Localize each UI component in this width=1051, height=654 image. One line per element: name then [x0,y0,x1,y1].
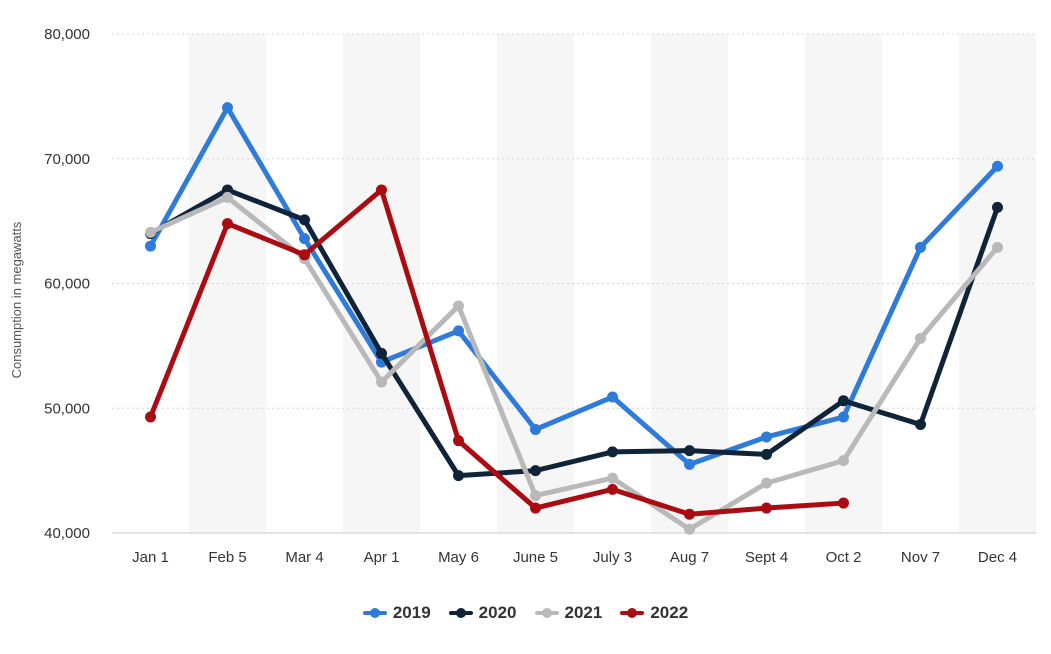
data-point[interactable] [761,431,772,443]
legend-swatch [620,608,645,618]
x-tick-label: July 3 [593,549,632,566]
data-point[interactable] [376,347,387,359]
series-line [148,187,1000,479]
y-tick-label: 70,000 [44,151,90,168]
legend-label: 2019 [392,603,431,622]
legend-swatch [448,608,473,618]
legend-swatch [534,608,559,618]
data-point[interactable] [453,325,464,337]
series-2022 [145,184,849,520]
data-point[interactable] [299,233,310,245]
line-chart: 40,000 50,000 60,000 70,000 80,000 Jan 1 Feb … [9,26,1036,566]
x-tick-label: Nov 7 [901,549,940,566]
y-tick-label: 60,000 [44,276,90,293]
series-lines [145,102,1003,535]
y-tick-label: 50,000 [44,400,90,417]
gridlines [112,33,1036,534]
x-axis-ticks: Jan 1 Feb 5 Mar 4 Apr 1 May 6 June 5 July 3 Aug… [132,549,1017,566]
data-point[interactable] [145,240,156,252]
data-point[interactable] [453,435,464,447]
x-tick-label: Apr 1 [364,549,400,566]
data-point[interactable] [530,423,541,435]
data-point[interactable] [607,446,618,458]
data-point[interactable] [607,391,618,403]
legend-item-2021[interactable]: 2021 [534,603,603,623]
data-point[interactable] [684,458,695,470]
legend-swatch [362,608,387,618]
legend-item-2019[interactable]: 2019 [362,603,431,623]
data-point[interactable] [530,465,541,477]
y-axis-label: Consumption in megawatts [9,221,24,378]
data-point[interactable] [838,411,849,423]
data-point[interactable] [376,184,387,196]
data-point[interactable] [838,497,849,509]
x-tick-label: June 5 [513,549,558,566]
legend-label: 2022 [650,603,689,622]
data-point[interactable] [530,502,541,514]
x-tick-label: May 6 [438,549,479,566]
data-point[interactable] [222,191,233,203]
legend-item-2022[interactable]: 2022 [620,603,688,623]
legend-label: 2020 [478,603,517,622]
data-point[interactable] [530,490,541,502]
data-point[interactable] [684,508,695,520]
data-point[interactable] [761,477,772,489]
data-point[interactable] [299,214,310,226]
data-point[interactable] [222,102,233,114]
x-tick-label: Dec 4 [978,549,1017,566]
data-point[interactable] [992,160,1003,172]
data-point[interactable] [684,523,695,535]
legend: 2019 2020 2021 2022 [0,603,1051,623]
data-point[interactable] [838,395,849,407]
data-point[interactable] [607,483,618,495]
data-point[interactable] [145,411,156,423]
x-tick-label: Aug 7 [670,549,709,566]
data-point[interactable] [376,376,387,388]
data-point[interactable] [684,445,695,457]
x-tick-label: Sept 4 [745,549,788,566]
y-tick-label: 80,000 [44,26,90,43]
data-point[interactable] [992,241,1003,253]
data-point[interactable] [453,300,464,312]
data-point[interactable] [145,226,156,238]
x-tick-label: Feb 5 [208,549,246,566]
data-point[interactable] [607,472,618,484]
data-point[interactable] [915,241,926,253]
data-point[interactable] [761,502,772,514]
data-point[interactable] [299,249,310,261]
data-point[interactable] [761,448,772,460]
legend-label: 2021 [564,603,603,622]
x-tick-label: Mar 4 [285,549,323,566]
series-line [148,187,846,517]
column-band [497,34,574,533]
data-point[interactable] [915,332,926,344]
data-point[interactable] [453,470,464,482]
y-tick-label: 40,000 [44,525,90,542]
legend-item-2020[interactable]: 2020 [448,603,517,623]
data-point[interactable] [838,455,849,467]
x-tick-label: Oct 2 [826,549,862,566]
y-axis-ticks: 40,000 50,000 60,000 70,000 80,000 [44,26,90,542]
data-point[interactable] [915,418,926,430]
data-point[interactable] [992,201,1003,213]
x-tick-label: Jan 1 [132,549,169,566]
data-point[interactable] [222,218,233,230]
